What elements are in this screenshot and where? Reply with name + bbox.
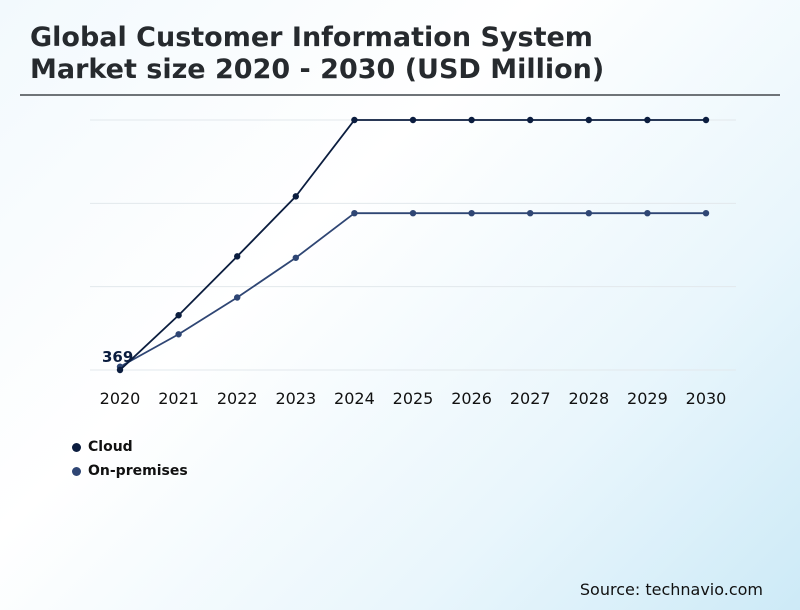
x-tick-label: 2028	[568, 389, 609, 408]
line-chart: 2020 2021 2022 2023 2024 2025 2026 2027 2028 2029…	[90, 116, 736, 408]
legend-item-cloud: Cloud	[72, 435, 188, 459]
data-point-on-premises	[351, 209, 358, 217]
data-point-on-premises	[409, 209, 417, 217]
x-tick-label: 2020	[100, 389, 141, 408]
x-tick-label: 2030	[686, 389, 727, 408]
data-point-cloud	[702, 116, 710, 124]
data-point-cloud	[292, 193, 299, 200]
legend-label-cloud: Cloud	[88, 439, 133, 455]
chart-title-line-1: Global Customer Information System	[30, 22, 593, 53]
source-credit: Source: technavio.com	[579, 580, 763, 599]
data-point-on-premises	[527, 209, 534, 217]
data-point-on-premises	[468, 209, 475, 217]
data-point-cloud	[409, 116, 417, 124]
series-line-on-premises	[119, 212, 706, 368]
legend-item-on-premises: On-premises	[72, 459, 188, 483]
x-tick-label: 2029	[627, 389, 668, 408]
chart-legend: Cloud On-premises	[72, 435, 188, 483]
data-point-cloud	[527, 116, 534, 124]
x-tick-label: 2025	[393, 389, 434, 408]
legend-label-on-premises: On-premises	[88, 463, 188, 479]
data-label: 369	[102, 348, 133, 366]
legend-marker-cloud	[72, 442, 81, 452]
legend-marker-on-premises	[72, 466, 81, 476]
data-point-on-premises	[175, 331, 182, 338]
data-point-cloud	[234, 253, 241, 260]
title-divider	[20, 94, 780, 96]
data-point-on-premises	[234, 294, 241, 301]
chart-title-line-2: Market size 2020 - 2030 (USD Million)	[30, 54, 605, 85]
data-point-cloud	[644, 116, 651, 124]
series-line-cloud	[119, 119, 706, 371]
data-point-on-premises	[702, 209, 710, 217]
x-tick-label: 2027	[510, 389, 551, 408]
data-point-cloud	[351, 116, 358, 124]
x-tick-label: 2022	[217, 389, 258, 408]
x-tick-label: 2023	[275, 389, 316, 408]
data-point-on-premises	[585, 209, 592, 217]
data-point-on-premises	[292, 254, 299, 261]
data-point-cloud	[585, 116, 592, 124]
data-point-on-premises	[644, 209, 651, 217]
data-point-cloud	[116, 366, 124, 374]
x-tick-label: 2026	[451, 389, 492, 408]
data-point-cloud	[468, 116, 475, 124]
chart-title: Global Customer Information System Marke…	[30, 22, 770, 86]
x-tick-label: 2024	[334, 389, 375, 408]
data-point-cloud	[175, 312, 182, 319]
x-tick-label: 2021	[158, 389, 199, 408]
